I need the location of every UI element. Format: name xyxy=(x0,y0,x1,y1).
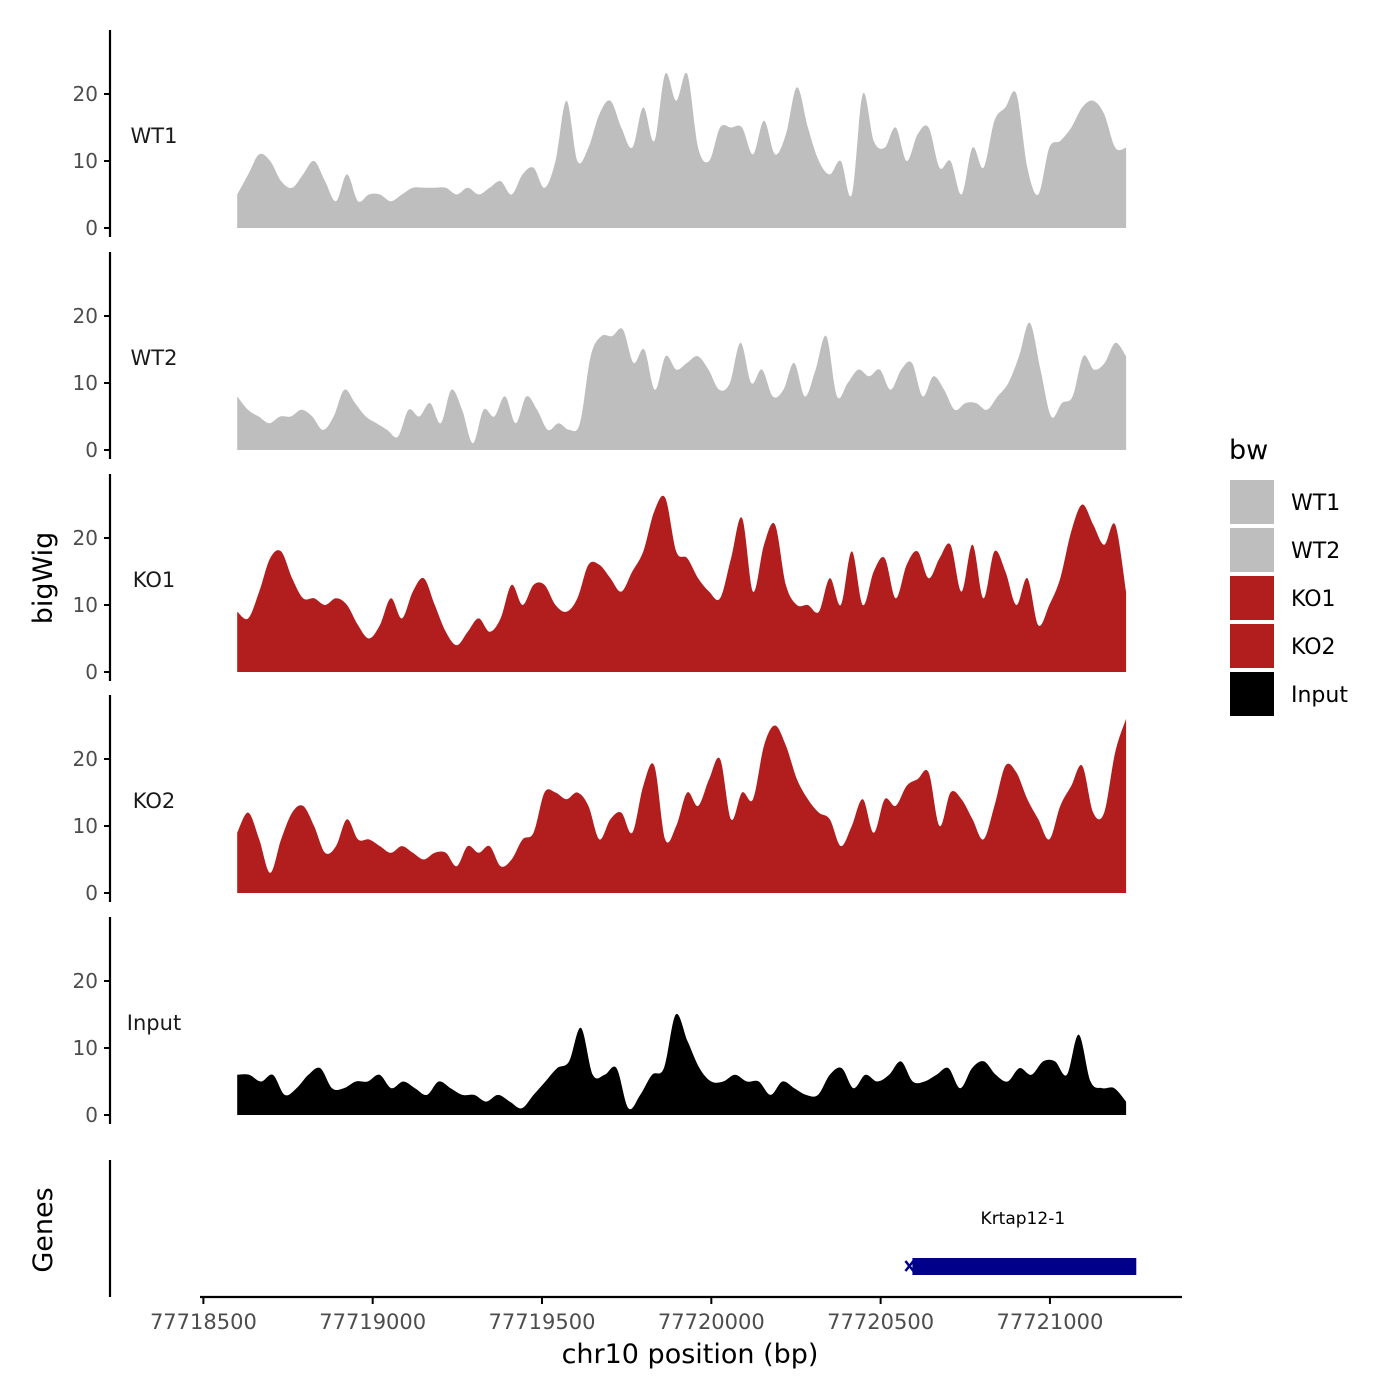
legend-item-input: Input xyxy=(1230,672,1348,716)
y-tick-label: 20 xyxy=(73,304,98,328)
x-tick-label: 77718500 xyxy=(150,1310,257,1334)
legend-item-wt2: WT2 xyxy=(1230,528,1340,572)
legend-swatch xyxy=(1230,672,1274,716)
y-tick-label: 10 xyxy=(73,593,98,617)
legend-swatch xyxy=(1230,528,1274,572)
signal-area-ko1 xyxy=(237,495,1127,672)
track-ko2: 0 10 20 KO2 xyxy=(73,695,1127,905)
x-tick-label: 77720500 xyxy=(827,1310,934,1334)
tracks: 0 10 20 WT1 0 10 20 WT2 0 10 20 KO1 0 10 20 KO2 0 10 20 Inp… xyxy=(73,30,1127,1127)
signal-area-wt1 xyxy=(237,72,1127,228)
track-label: Input xyxy=(127,1011,181,1035)
signal-area-ko2 xyxy=(237,718,1127,893)
genes-axis-title: Genes xyxy=(28,1187,59,1272)
x-tick-label: 77721000 xyxy=(996,1310,1103,1334)
y-tick-label: 0 xyxy=(85,660,98,684)
y-tick-label: 0 xyxy=(85,881,98,905)
legend-item-ko2: KO2 xyxy=(1230,624,1336,668)
legend-title: bw xyxy=(1229,435,1268,466)
gene-panel: Krtap12-1 xyxy=(108,1160,1137,1297)
y-tick-label: 0 xyxy=(85,216,98,240)
signal-area-input xyxy=(237,1013,1127,1115)
track-ko1: 0 10 20 KO1 xyxy=(73,474,1127,684)
track-input: 0 10 20 Input xyxy=(73,917,1127,1127)
x-axis: 77718500 77719000 77719500 77720000 77720500… xyxy=(150,1295,1182,1334)
legend-label: WT2 xyxy=(1291,539,1340,564)
y-axis-title: bigWig xyxy=(28,532,59,625)
x-tick-label: 77719500 xyxy=(489,1310,596,1334)
legend-label: WT1 xyxy=(1291,491,1340,516)
y-tick-label: 20 xyxy=(73,747,98,771)
y-tick-label: 10 xyxy=(73,371,98,395)
track-label: WT2 xyxy=(131,346,178,370)
legend-item-wt1: WT1 xyxy=(1230,480,1340,524)
signal-area-wt2 xyxy=(237,322,1127,450)
legend-item-ko1: KO1 xyxy=(1230,576,1336,620)
strand-arrow xyxy=(904,1260,915,1272)
x-tick-label: 77719000 xyxy=(319,1310,426,1334)
y-tick-label: 0 xyxy=(85,438,98,462)
legend-label: KO1 xyxy=(1291,587,1336,612)
legend-label: KO2 xyxy=(1291,635,1336,660)
legend-swatch xyxy=(1230,576,1274,620)
track-wt1: 0 10 20 WT1 xyxy=(73,30,1127,240)
x-axis-title: chr10 position (bp) xyxy=(562,1339,819,1370)
gene-krtap12-1: Krtap12-1 xyxy=(904,1209,1137,1275)
legend: bw WT1 WT2 KO1 KO2 Input xyxy=(1229,435,1348,716)
track-wt2: 0 10 20 WT2 xyxy=(73,252,1127,462)
legend-swatch xyxy=(1230,480,1274,524)
track-label: KO1 xyxy=(133,568,176,592)
y-tick-label: 20 xyxy=(73,82,98,106)
legend-label: Input xyxy=(1291,683,1348,708)
x-tick-label: 77720000 xyxy=(658,1310,765,1334)
y-tick-label: 10 xyxy=(73,149,98,173)
y-tick-label: 10 xyxy=(73,814,98,838)
track-label: KO2 xyxy=(133,789,176,813)
y-tick-label: 0 xyxy=(85,1103,98,1127)
track-label: WT1 xyxy=(131,124,178,148)
gene-body xyxy=(912,1258,1137,1275)
y-tick-label: 20 xyxy=(73,526,98,550)
y-tick-label: 20 xyxy=(73,969,98,993)
gene-label: Krtap12-1 xyxy=(981,1209,1066,1229)
legend-swatch xyxy=(1230,624,1274,668)
y-tick-label: 10 xyxy=(73,1036,98,1060)
